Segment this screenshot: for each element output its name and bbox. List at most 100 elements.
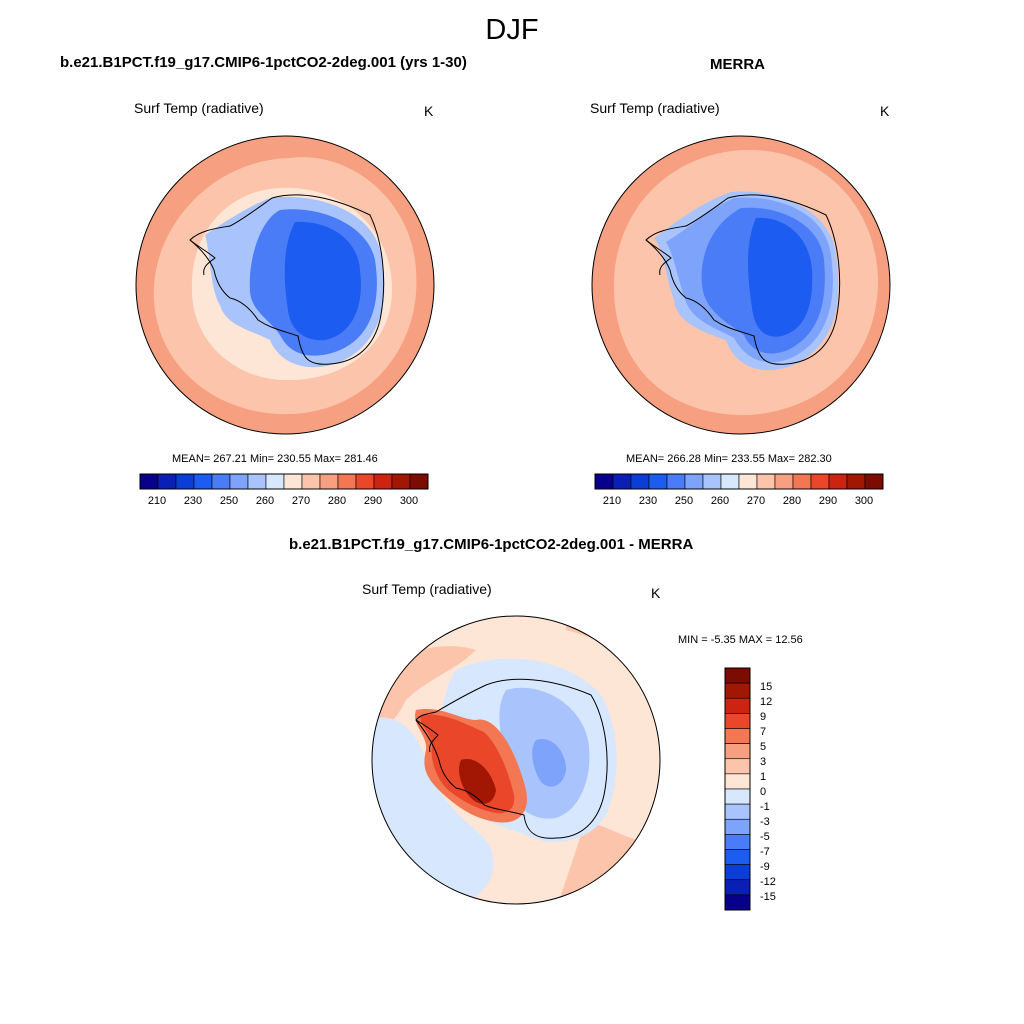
model-colorbar-tick-270: 270 <box>292 495 310 507</box>
diff-colorbar-tick-minus3: -3 <box>760 816 770 828</box>
colorbar-cell <box>724 773 751 790</box>
colorbar-cell <box>301 473 321 490</box>
colorbar-cell <box>724 818 751 835</box>
colorbar-cell <box>774 473 794 490</box>
colorbar-cell <box>283 473 303 490</box>
colorbar-cell <box>391 473 411 490</box>
colorbar-cell <box>157 473 177 490</box>
model-colorbar-tick-280: 280 <box>328 495 346 507</box>
obs-panel-title: MERRA <box>710 56 765 73</box>
diff-colorbar-tick-0: 0 <box>760 786 766 798</box>
obs-colorbar-tick-210: 210 <box>603 495 621 507</box>
obs-colorbar-tick-250: 250 <box>675 495 693 507</box>
colorbar-cell <box>373 473 393 490</box>
obs-colorbar-tick-270: 270 <box>747 495 765 507</box>
diff-colorbar-tick-15: 15 <box>760 681 772 693</box>
colorbar-cell <box>756 473 776 490</box>
colorbar-cell <box>247 473 267 490</box>
colorbar-cell <box>355 473 375 490</box>
colorbar-cell <box>724 728 751 744</box>
diff-colorbar-tick-1: 1 <box>760 771 766 783</box>
obs-colorbar-tick-300: 300 <box>855 495 873 507</box>
obs-colorbar-tick-290: 290 <box>819 495 837 507</box>
model-polar-map <box>135 135 435 435</box>
model-colorbar-tick-300: 300 <box>400 495 418 507</box>
colorbar-cell <box>724 682 751 699</box>
colorbar-cell <box>810 473 830 490</box>
colorbar-cell <box>724 667 751 684</box>
diff-colorbar-tick-minus5: -5 <box>760 831 770 843</box>
colorbar-cell <box>702 473 722 490</box>
model-stats: MEAN= 267.21 Min= 230.55 Max= 281.46 <box>172 453 378 465</box>
diff-colorbar-tick-7: 7 <box>760 726 766 738</box>
diff-colorbar-tick-minus12: -12 <box>760 876 776 888</box>
season-title: DJF <box>485 14 539 46</box>
model-colorbar-tick-230: 230 <box>184 495 202 507</box>
model-band-230 <box>284 221 361 341</box>
obs-stats: MEAN= 266.28 Min= 233.55 Max= 282.30 <box>626 453 832 465</box>
obs-antarctica-coastline <box>645 194 841 365</box>
model-colorbar-tick-260: 260 <box>256 495 274 507</box>
colorbar-cell <box>724 758 751 775</box>
obs-polar-map <box>591 135 891 435</box>
obs-colorbar-tick-260: 260 <box>711 495 729 507</box>
colorbar-cell <box>193 473 213 490</box>
diff-antarctica-coastline <box>415 678 608 839</box>
colorbar-cell <box>139 473 159 490</box>
diff-colorbar-tick-12: 12 <box>760 696 772 708</box>
obs-band-230 <box>748 217 813 337</box>
model-units-label: K <box>424 103 434 119</box>
colorbar-cell <box>319 473 339 490</box>
diff-colorbar-tick-minus7: -7 <box>760 846 770 858</box>
colorbar-cell <box>265 473 285 490</box>
model-colorbar: 210 230 250 260 270 280 290 300 <box>139 473 429 507</box>
obs-colorbar: 210 230 250 260 270 280 290 300 <box>594 473 884 507</box>
diff-colorbar-tick-minus1: -1 <box>760 801 770 813</box>
colorbar-cell <box>724 864 751 881</box>
obs-units-label: K <box>880 103 890 119</box>
obs-peninsula-coastline <box>645 239 672 276</box>
diff-panel-title: b.e21.B1PCT.f19_g17.CMIP6-1pctCO2-2deg.0… <box>289 536 694 553</box>
colorbar-cell <box>630 473 650 490</box>
colorbar-cell <box>724 803 751 820</box>
colorbar-cell <box>724 788 751 805</box>
diff-polar-map <box>371 615 661 905</box>
colorbar-cell <box>684 473 704 490</box>
colorbar-cell <box>738 473 758 490</box>
colorbar-cell <box>666 473 686 490</box>
colorbar-cell <box>175 473 195 490</box>
colorbar-cell <box>846 473 866 490</box>
colorbar-cell <box>792 473 812 490</box>
obs-colorbar-tick-230: 230 <box>639 495 657 507</box>
colorbar-cell <box>337 473 357 490</box>
model-colorbar-tick-210: 210 <box>148 495 166 507</box>
diff-band-minus5 <box>532 739 566 787</box>
colorbar-cell <box>724 697 751 714</box>
colorbar-cell <box>409 473 429 490</box>
diff-peninsula-coastline <box>415 719 439 753</box>
model-map-border <box>135 135 435 435</box>
colorbar-cell <box>724 834 751 850</box>
diff-colorbar-tick-9: 9 <box>760 711 766 723</box>
colorbar-cell <box>724 743 751 760</box>
colorbar-cell <box>724 894 751 911</box>
obs-map-border <box>591 135 891 435</box>
colorbar-cell <box>594 473 614 490</box>
diff-colorbar-tick-minus9: -9 <box>760 861 770 873</box>
obs-variable-label: Surf Temp (radiative) <box>590 100 720 116</box>
diff-units-label: K <box>651 585 661 601</box>
colorbar-cell <box>648 473 668 490</box>
obs-colorbar-tick-280: 280 <box>783 495 801 507</box>
diff-colorbar: 15 12 9 7 5 3 1 0 -1 -3 -5 -7 -9 -12 -15 <box>724 667 776 911</box>
diff-colorbar-tick-5: 5 <box>760 741 766 753</box>
model-colorbar-tick-250: 250 <box>220 495 238 507</box>
diff-map-border <box>371 615 661 905</box>
colorbar-cell <box>724 713 751 729</box>
colorbar-cell <box>864 473 884 490</box>
model-variable-label: Surf Temp (radiative) <box>134 100 264 116</box>
diff-colorbar-tick-minus15: -15 <box>760 891 776 903</box>
model-colorbar-tick-290: 290 <box>364 495 382 507</box>
colorbar-cell <box>724 849 751 865</box>
colorbar-cell <box>612 473 632 490</box>
colorbar-cell <box>211 473 231 490</box>
